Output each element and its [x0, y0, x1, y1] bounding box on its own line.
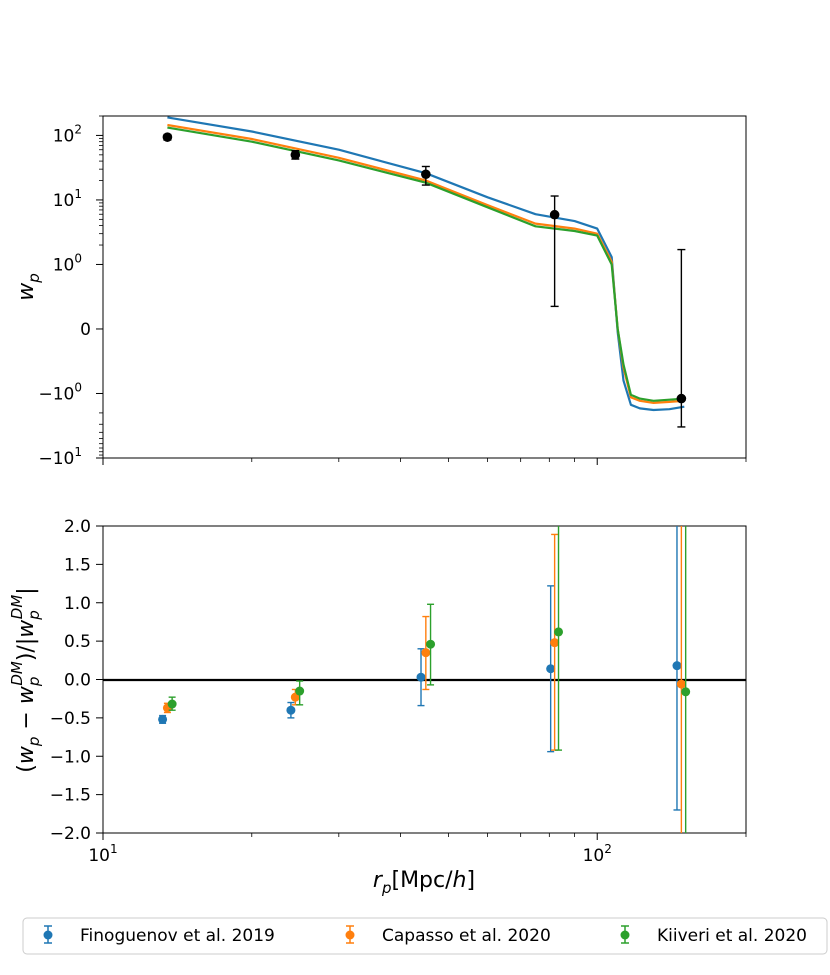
legend-entry-kiiveri: Kiiveri et al. 2020	[620, 925, 807, 946]
residual-point	[546, 664, 556, 674]
legend-marker	[345, 930, 355, 940]
top-series	[162, 116, 687, 428]
y-tick-label: 102	[53, 122, 82, 146]
top-y-ticks: 102 101 100 0 −100 −101	[38, 115, 103, 469]
residual-point	[681, 687, 691, 697]
legend-marker	[620, 930, 630, 940]
model-curve	[167, 126, 685, 402]
residual-point	[295, 686, 305, 696]
residual-point	[550, 638, 560, 648]
y-tick-label: 0	[80, 320, 91, 340]
y-tick-label: −2.0	[50, 824, 91, 844]
bottom-panel: 2.0 1.5 1.0 0.5 0.0 −0.5 −1.0 −1.5 −2.0 101 102 (…	[8, 517, 747, 897]
legend-marker	[43, 930, 53, 940]
legend-frame	[22, 917, 828, 955]
residual-point	[672, 661, 682, 671]
y-tick-label: 1.5	[64, 555, 91, 575]
y-tick-label: 0.0	[64, 671, 91, 691]
x-axis-label: rp[Mpc/h]	[373, 868, 475, 897]
legend-label: Finoguenov et al. 2019	[80, 926, 275, 946]
bottom-y-ticks: 2.0 1.5 1.0 0.5 0.0 −0.5 −1.0 −1.5 −2.0	[50, 517, 103, 844]
residual-point	[421, 648, 431, 658]
y-tick-label: 1.0	[64, 594, 91, 614]
residual-point	[167, 699, 177, 709]
bottom-y-axis-label: (wp − wpDM)/|wpDM|	[8, 587, 43, 772]
model-curve	[167, 116, 685, 412]
data-point	[549, 209, 560, 220]
legend-entry-capasso: Capasso et al. 2020	[345, 925, 551, 946]
residual-point	[426, 639, 436, 649]
x-tick-label: 101	[88, 842, 117, 866]
y-tick-label: −100	[38, 380, 82, 404]
x-tick-label: 102	[583, 842, 612, 866]
data-point	[421, 169, 431, 180]
legend-label: Capasso et al. 2020	[382, 926, 551, 946]
residual-point	[416, 672, 426, 682]
y-tick-label: −101	[38, 445, 82, 469]
top-panel: 102 101 100 0 −100 −101 wp	[14, 115, 747, 469]
y-tick-label: 0.5	[64, 632, 91, 652]
data-point	[162, 132, 173, 142]
y-tick-label: −1.0	[50, 747, 91, 767]
data-point	[290, 150, 301, 160]
y-tick-label: 2.0	[64, 517, 91, 537]
data-point	[676, 393, 687, 404]
y-tick-label: −1.5	[50, 786, 91, 806]
top-x-ticks	[102, 458, 747, 465]
bottom-series	[158, 526, 691, 833]
legend-entry-finoguenov: Finoguenov et al. 2019	[43, 925, 275, 946]
top-panel-frame	[102, 115, 747, 459]
residual-point	[158, 714, 168, 724]
residual-point	[554, 627, 564, 637]
y-tick-label: 101	[53, 187, 82, 211]
bottom-x-ticks: 101 102	[88, 833, 747, 866]
y-tick-label: −0.5	[50, 709, 91, 729]
y-tick-label: 100	[53, 251, 82, 275]
residual-point	[676, 679, 686, 689]
legend: Finoguenov et al. 2019 Capasso et al. 20…	[22, 917, 828, 955]
residual-point	[286, 705, 296, 715]
top-y-axis-label: wp	[14, 273, 43, 301]
legend-label: Kiiveri et al. 2020	[657, 926, 807, 946]
